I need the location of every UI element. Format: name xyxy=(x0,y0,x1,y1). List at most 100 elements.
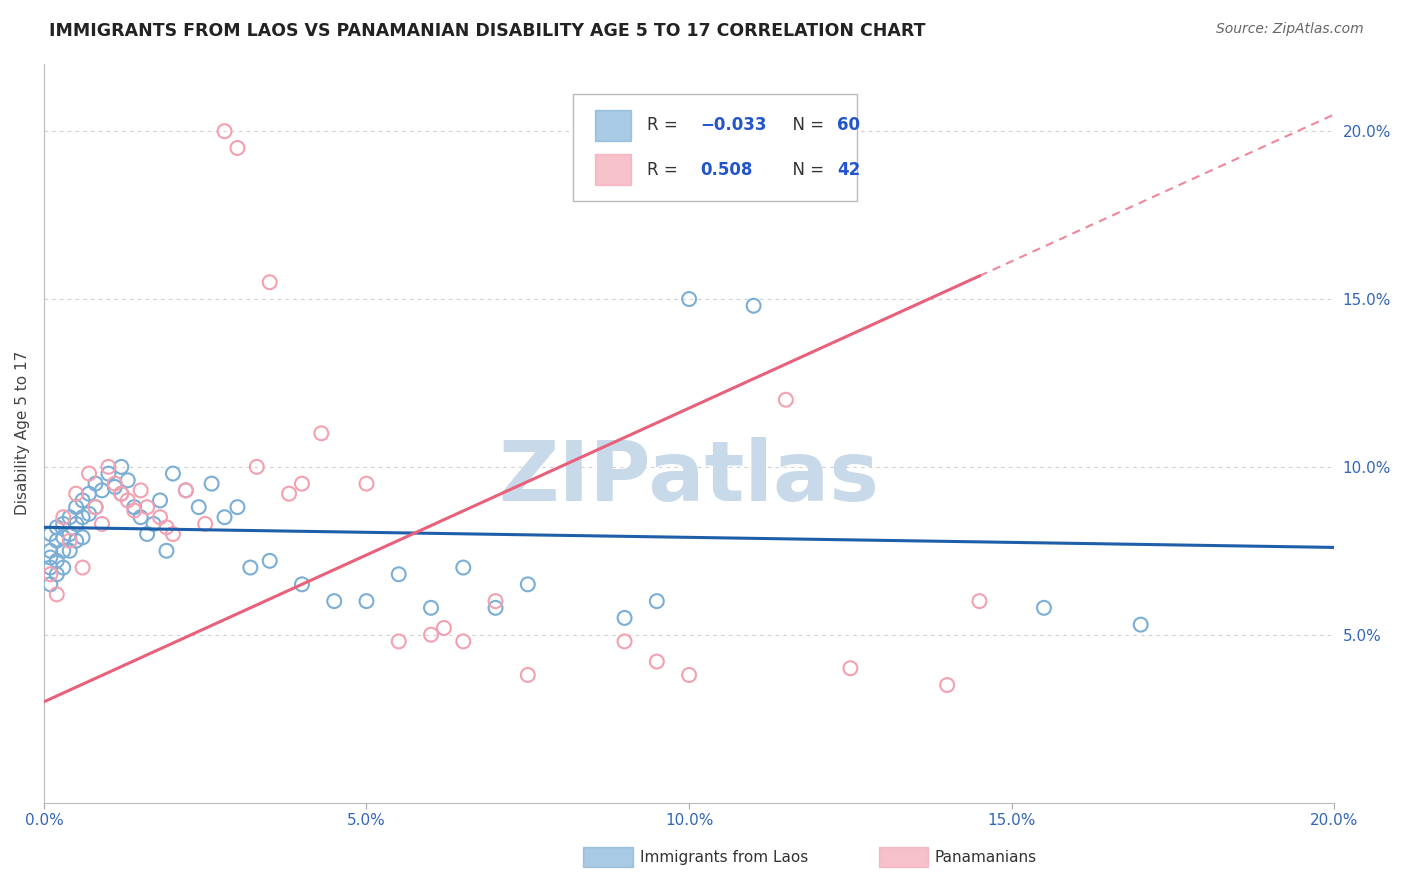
Point xyxy=(291,476,314,491)
Point xyxy=(39,527,62,541)
Point xyxy=(516,577,538,591)
Point xyxy=(149,510,172,524)
Point xyxy=(678,292,700,306)
Point xyxy=(45,533,67,548)
Point xyxy=(155,543,177,558)
Point xyxy=(77,486,100,500)
Point xyxy=(194,516,217,531)
Point xyxy=(84,500,107,515)
Point xyxy=(72,530,94,544)
Point xyxy=(72,493,94,508)
Point xyxy=(259,275,281,289)
Point xyxy=(122,503,145,517)
Point xyxy=(91,516,114,531)
Point xyxy=(516,668,538,682)
Point xyxy=(259,554,281,568)
Point xyxy=(214,124,236,138)
Point xyxy=(77,467,100,481)
Point xyxy=(149,493,172,508)
Text: Panamanians: Panamanians xyxy=(935,850,1038,864)
Point xyxy=(645,655,668,669)
Point xyxy=(613,611,636,625)
Text: 42: 42 xyxy=(838,161,860,178)
Point xyxy=(45,587,67,601)
Point xyxy=(1032,600,1054,615)
Point xyxy=(239,560,262,574)
Y-axis label: Disability Age 5 to 17: Disability Age 5 to 17 xyxy=(15,351,30,516)
Point xyxy=(39,543,62,558)
Point xyxy=(122,500,145,515)
Text: −0.033: −0.033 xyxy=(700,116,768,135)
Point xyxy=(59,543,82,558)
Point xyxy=(97,467,120,481)
Point xyxy=(39,577,62,591)
Point xyxy=(214,510,236,524)
Point xyxy=(142,516,165,531)
Point xyxy=(356,594,378,608)
Bar xyxy=(595,154,631,186)
Point xyxy=(174,483,197,498)
Point xyxy=(72,510,94,524)
Point xyxy=(420,600,443,615)
Point xyxy=(136,527,159,541)
Point xyxy=(39,550,62,565)
Point xyxy=(45,567,67,582)
Point xyxy=(174,483,197,498)
Point xyxy=(84,500,107,515)
Point xyxy=(110,486,132,500)
Point xyxy=(155,520,177,534)
Point xyxy=(136,500,159,515)
Point xyxy=(226,141,249,155)
Point xyxy=(110,486,132,500)
Point xyxy=(278,486,301,500)
Point xyxy=(59,527,82,541)
Point xyxy=(201,476,224,491)
Text: Immigrants from Laos: Immigrants from Laos xyxy=(640,850,808,864)
Point xyxy=(162,527,184,541)
Text: R =: R = xyxy=(647,116,682,135)
Point xyxy=(388,634,411,648)
Point xyxy=(59,533,82,548)
Point xyxy=(484,594,506,608)
Point xyxy=(65,500,87,515)
Point xyxy=(52,510,75,524)
Text: 60: 60 xyxy=(838,116,860,135)
Point xyxy=(323,594,346,608)
Point xyxy=(936,678,959,692)
Point xyxy=(162,467,184,481)
Point xyxy=(129,483,152,498)
Point xyxy=(775,392,797,407)
Bar xyxy=(595,110,631,141)
Point xyxy=(84,476,107,491)
Point xyxy=(388,567,411,582)
Point xyxy=(52,560,75,574)
Point xyxy=(356,476,378,491)
Point xyxy=(311,426,333,441)
FancyBboxPatch shape xyxy=(574,94,856,201)
Point xyxy=(52,543,75,558)
Point xyxy=(678,668,700,682)
Point xyxy=(484,600,506,615)
Point xyxy=(246,459,269,474)
Point xyxy=(45,554,67,568)
Point xyxy=(39,560,62,574)
Point xyxy=(104,480,127,494)
Text: IMMIGRANTS FROM LAOS VS PANAMANIAN DISABILITY AGE 5 TO 17 CORRELATION CHART: IMMIGRANTS FROM LAOS VS PANAMANIAN DISAB… xyxy=(49,22,925,40)
Point xyxy=(291,577,314,591)
Point xyxy=(187,500,209,515)
Point xyxy=(39,567,62,582)
Point xyxy=(65,516,87,531)
Point xyxy=(65,486,87,500)
Point xyxy=(226,500,249,515)
Point xyxy=(72,560,94,574)
Text: 0.508: 0.508 xyxy=(700,161,754,178)
Point xyxy=(129,510,152,524)
Point xyxy=(45,520,67,534)
Text: ZIPatlas: ZIPatlas xyxy=(499,437,880,518)
Point xyxy=(969,594,991,608)
Point xyxy=(420,628,443,642)
Point xyxy=(613,634,636,648)
Point xyxy=(104,476,127,491)
Text: Source: ZipAtlas.com: Source: ZipAtlas.com xyxy=(1216,22,1364,37)
Point xyxy=(451,560,474,574)
